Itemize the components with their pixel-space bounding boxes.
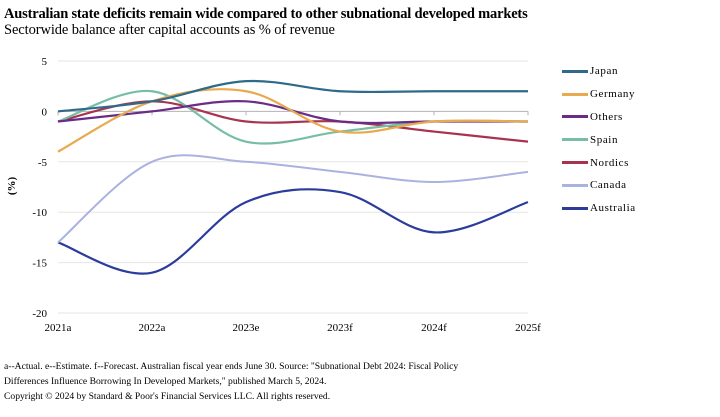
legend-swatch xyxy=(562,183,588,187)
legend-label: Japan xyxy=(590,65,619,78)
x-tick-label: 2021a xyxy=(45,322,72,334)
legend-item-australia: Australia xyxy=(562,197,636,220)
legend: Japan Germany Others Spain Nordics Canada Aust… xyxy=(562,60,636,220)
legend-label: Others xyxy=(590,110,623,123)
chart-title: Australian state deficits remain wide co… xyxy=(4,6,528,22)
y-tick-label: -10 xyxy=(32,207,47,219)
y-tick-label: 5 xyxy=(42,56,48,68)
legend-item-nordics: Nordics xyxy=(562,151,636,174)
legend-label: Spain xyxy=(590,133,619,146)
legend-item-others: Others xyxy=(562,106,636,129)
legend-swatch xyxy=(562,161,588,165)
x-tick-label: 2023f xyxy=(327,322,353,334)
y-tick-label: 0 xyxy=(42,106,48,118)
series-line-germany xyxy=(57,88,529,153)
footnote: a--Actual. e--Estimate. f--Forecast. Aus… xyxy=(4,359,704,404)
legend-swatch xyxy=(562,115,588,119)
y-tick-label: -5 xyxy=(38,157,48,169)
legend-item-japan: Japan xyxy=(562,60,636,83)
footnote-line-3: Copyright © 2024 by Standard & Poor's Fi… xyxy=(4,391,331,402)
legend-item-canada: Canada xyxy=(562,174,636,197)
series-line-japan xyxy=(57,79,528,113)
footnote-line-1: a--Actual. e--Estimate. f--Forecast. Aus… xyxy=(4,361,459,372)
series-line-canada xyxy=(57,154,529,244)
chart-subtitle: Sectorwide balance after capital account… xyxy=(4,22,335,38)
legend-swatch xyxy=(562,92,588,96)
y-axis-ticks: 5 0 -5 -10 -15 -20 xyxy=(32,56,47,320)
legend-swatch xyxy=(562,69,588,73)
legend-label: Australia xyxy=(590,202,636,215)
legend-label: Canada xyxy=(590,179,627,192)
series-line-spain xyxy=(57,89,529,145)
series-line-australia xyxy=(57,188,529,275)
series-lines xyxy=(57,79,529,275)
legend-label: Nordics xyxy=(590,156,630,169)
y-tick-label: -20 xyxy=(32,308,47,320)
x-axis-tick-labels: 2021a 2022a 2023e 2023f 2024f 2025f xyxy=(45,322,542,334)
y-axis-label: (%) xyxy=(6,177,18,196)
legend-label: Germany xyxy=(590,88,636,101)
x-tick-label: 2025f xyxy=(515,322,541,334)
legend-item-spain: Spain xyxy=(562,128,636,151)
legend-item-germany: Germany xyxy=(562,83,636,106)
x-tick-label: 2024f xyxy=(421,322,447,334)
gridlines xyxy=(58,60,528,314)
legend-swatch xyxy=(562,206,588,210)
y-tick-label: -15 xyxy=(32,258,47,270)
footnote-line-2: Differences Influence Borrowing In Devel… xyxy=(4,376,327,387)
legend-swatch xyxy=(562,138,588,142)
x-tick-label: 2022a xyxy=(139,322,166,334)
x-tick-label: 2023e xyxy=(233,322,260,334)
